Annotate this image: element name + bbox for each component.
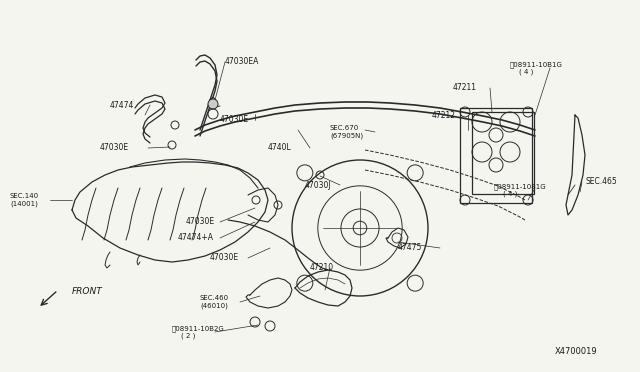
Text: X4700019: X4700019	[555, 347, 598, 356]
Text: 47030E: 47030E	[186, 218, 215, 227]
Text: ⓝ08911-10B1G
    ( 4 ): ⓝ08911-10B1G ( 4 )	[510, 61, 563, 75]
Text: 47475: 47475	[398, 244, 422, 253]
Text: 47030E: 47030E	[220, 115, 249, 125]
Text: 47474: 47474	[110, 100, 134, 109]
Text: SEC.140
(14001): SEC.140 (14001)	[10, 193, 39, 207]
Text: ⓝ08911-1081G
    ( 4 ): ⓝ08911-1081G ( 4 )	[494, 183, 547, 197]
Bar	[460, 108, 532, 203]
Text: 47030E: 47030E	[210, 253, 239, 263]
Bar	[472, 112, 534, 194]
Text: 47030J: 47030J	[305, 180, 332, 189]
Text: ⓝ08911-10B2G
    ( 2 ): ⓝ08911-10B2G ( 2 )	[172, 325, 225, 339]
Text: 47212: 47212	[432, 110, 456, 119]
Text: SEC.460
(46010): SEC.460 (46010)	[200, 295, 229, 309]
Text: FRONT: FRONT	[72, 288, 103, 296]
Text: 47210: 47210	[310, 263, 334, 273]
Circle shape	[208, 99, 218, 109]
Text: SEC.465: SEC.465	[585, 177, 617, 186]
Text: SEC.670
(67905N): SEC.670 (67905N)	[330, 125, 363, 139]
Text: 47474+A: 47474+A	[178, 234, 214, 243]
Text: 4740L: 4740L	[268, 144, 292, 153]
Text: 47030EA: 47030EA	[225, 58, 259, 67]
Text: 47211: 47211	[453, 83, 477, 93]
Text: 47030E: 47030E	[100, 144, 129, 153]
